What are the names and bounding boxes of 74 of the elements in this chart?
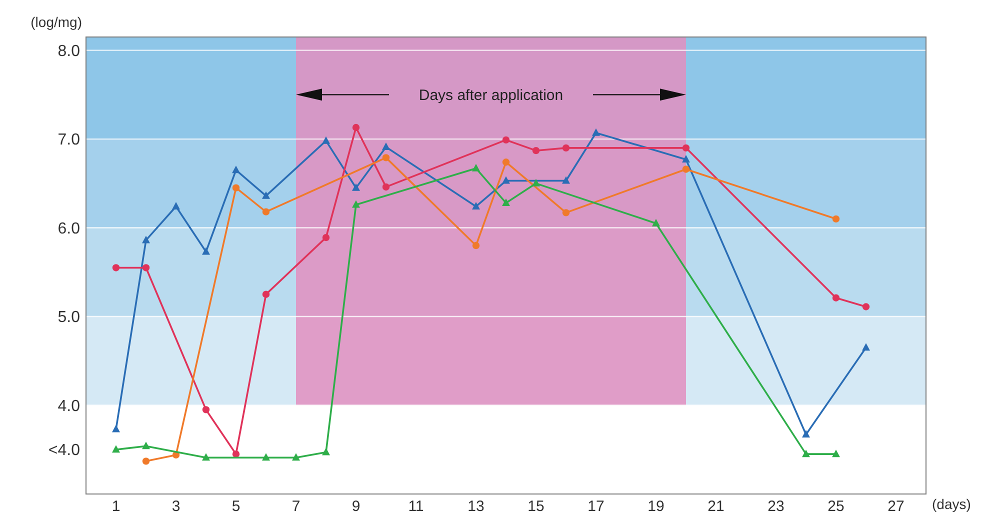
point xyxy=(472,202,480,210)
y-tick-label: 6.0 xyxy=(58,220,80,238)
point xyxy=(832,294,840,302)
point xyxy=(352,200,360,208)
y-tick-label: <4.0 xyxy=(48,442,80,460)
x-tick-label: 13 xyxy=(468,498,484,515)
point xyxy=(562,209,570,216)
point xyxy=(862,303,870,310)
x-tick-label: 11 xyxy=(408,498,424,515)
point xyxy=(322,136,330,144)
point xyxy=(472,242,480,250)
y-tick-label: 7.0 xyxy=(58,132,80,149)
point xyxy=(142,236,150,244)
x-tick-label: 27 xyxy=(888,498,904,515)
point xyxy=(502,136,510,144)
y-tick-label: 5.0 xyxy=(58,309,80,326)
point xyxy=(832,450,840,458)
band-label: Days after application xyxy=(418,86,564,104)
point xyxy=(382,142,390,150)
point xyxy=(322,234,330,242)
point xyxy=(232,166,240,174)
point xyxy=(472,164,480,172)
point xyxy=(802,450,810,458)
y-tick-label: 8.0 xyxy=(58,42,80,60)
point xyxy=(262,290,270,298)
point xyxy=(682,144,690,152)
point xyxy=(352,183,360,191)
point xyxy=(382,183,390,191)
point xyxy=(352,124,360,132)
point xyxy=(652,218,660,226)
point xyxy=(262,453,270,461)
point xyxy=(322,448,330,456)
x-tick-label: 7 xyxy=(292,498,300,515)
x-tick-label: 15 xyxy=(528,498,544,515)
x-tick-label: 3 xyxy=(172,498,180,515)
x-tick-label: 9 xyxy=(352,498,360,515)
point xyxy=(502,176,510,184)
point xyxy=(562,144,570,152)
point xyxy=(142,442,150,450)
x-tick-label: 19 xyxy=(648,498,664,515)
point xyxy=(502,158,510,166)
point xyxy=(112,264,120,272)
point xyxy=(382,154,390,162)
point xyxy=(592,128,600,136)
point xyxy=(142,264,150,272)
point xyxy=(862,343,870,351)
point xyxy=(202,406,210,414)
y-tick-label: 4.0 xyxy=(58,398,80,415)
x-tick-label: 21 xyxy=(708,498,724,515)
x-tick-label: 1 xyxy=(112,498,120,515)
point xyxy=(112,445,120,453)
point xyxy=(262,208,270,216)
point xyxy=(172,202,180,210)
point xyxy=(802,430,810,438)
point xyxy=(202,453,210,461)
point xyxy=(262,191,270,199)
y-axis-title: (log/mg) xyxy=(30,14,82,30)
point xyxy=(232,184,240,192)
point xyxy=(142,458,150,465)
point xyxy=(202,247,210,255)
point xyxy=(532,178,540,186)
point xyxy=(532,146,540,154)
x-tick-label: 5 xyxy=(232,498,240,515)
point xyxy=(682,154,690,162)
x-tick-label: 17 xyxy=(588,498,604,515)
point xyxy=(112,424,120,432)
point xyxy=(562,176,570,184)
x-tick-label: 23 xyxy=(768,498,784,515)
x-axis-title: (days) xyxy=(932,496,971,512)
point xyxy=(832,215,840,223)
point xyxy=(292,453,300,461)
x-tick-label: 25 xyxy=(828,498,844,515)
point xyxy=(502,198,510,206)
point xyxy=(682,166,690,173)
